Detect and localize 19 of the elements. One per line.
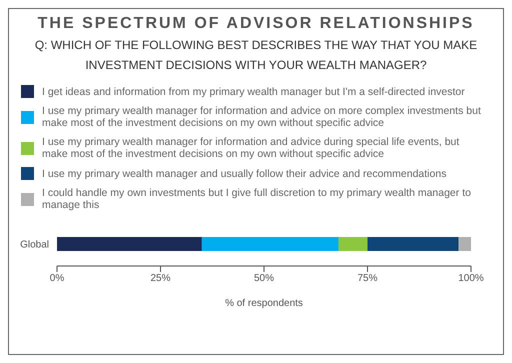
legend-label: I use my primary wealth manager for information and advice during special life events, but make most of the investment decisions on my own without specific advice	[42, 136, 460, 160]
x-tick-label: 0%	[50, 273, 64, 284]
bar	[338, 237, 368, 251]
legend-label: I get ideas and information from my primary wealth manager but I'm a self-directed investor	[42, 86, 466, 98]
chart-subtitle: Q: WHICH OF THE FOLLOWING BEST DESCRIBES THE WAY THAT YOU MAKE INVESTMENT DECISIONS WITH YOUR WEALTH MANAGER?	[34, 37, 478, 74]
bar	[458, 237, 471, 251]
x-tick-label: 25%	[150, 273, 171, 284]
legend-label: I could handle my own investments but I give full discretion to my primary wealth manager to manage this	[42, 187, 472, 211]
bar	[202, 237, 339, 251]
bar	[57, 237, 202, 251]
legend-label: I use my primary wealth manager for information and advice on more complex investments but make most of the investment decisions on my own without specific advice	[42, 105, 482, 129]
x-axis-title: % of respondents	[225, 298, 303, 309]
bar	[368, 237, 459, 251]
chart-title: THE SPECTRUM OF ADVISOR RELATIONSHIPS	[36, 15, 476, 33]
legend-label: I use my primary wealth manager and usually follow their advice and recommendations	[42, 168, 448, 180]
y-tick-label: Global	[20, 240, 49, 251]
x-tick-label: 75%	[357, 273, 378, 284]
x-tick-label: 50%	[254, 273, 274, 284]
x-tick-label: 100%	[458, 273, 484, 284]
